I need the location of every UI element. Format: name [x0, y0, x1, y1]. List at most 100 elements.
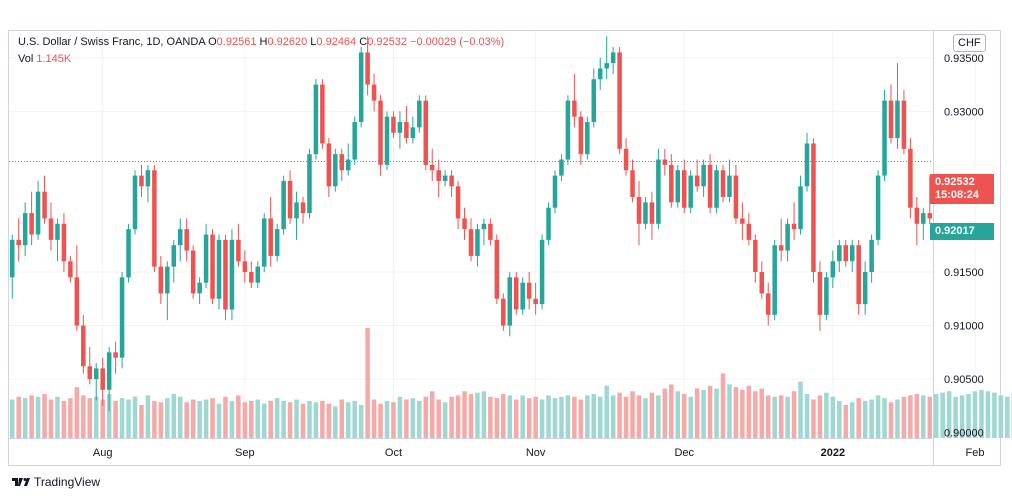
- volume-bar: [552, 398, 558, 438]
- price-axis[interactable]: 0.93500 0.93000 0.91500 0.91000 0.90500 0.900…: [933, 31, 984, 465]
- volume-bar: [223, 396, 228, 438]
- candle-body: [158, 266, 164, 294]
- candle-body: [636, 197, 642, 224]
- volume-bar: [384, 400, 390, 438]
- candle-body: [429, 164, 435, 171]
- volume-bar: [158, 402, 164, 438]
- candle-body: [714, 170, 719, 208]
- candle-body: [552, 175, 558, 208]
- candle-body: [604, 63, 609, 69]
- time-axis[interactable]: Aug Sep Oct Nov Dec 2022 Feb: [9, 438, 984, 460]
- candle-body: [93, 368, 99, 380]
- candle-body: [106, 352, 112, 390]
- ohlc-legend: U.S. Dollar / Swiss Franc, 1D, OANDA O0.…: [18, 36, 504, 48]
- volume-bar: [481, 391, 487, 438]
- volume-bar: [29, 395, 34, 438]
- candle-body: [261, 218, 267, 267]
- tradingview-brand[interactable]: TradingView: [12, 475, 100, 489]
- volume-bar: [404, 399, 409, 438]
- candle-body: [526, 282, 532, 299]
- volume-bar: [55, 396, 60, 438]
- currency-button[interactable]: CHF: [953, 34, 986, 52]
- candle-body: [901, 100, 907, 149]
- volume-bar: [753, 391, 758, 438]
- volume-bar: [804, 394, 810, 438]
- volume-bar: [727, 384, 732, 438]
- volume-bar: [68, 398, 73, 438]
- volume-bar: [578, 399, 584, 438]
- volume-bar: [675, 391, 681, 438]
- volume-bar: [216, 403, 222, 438]
- candle-body: [249, 271, 254, 283]
- candle-body: [165, 266, 170, 294]
- volume-bar: [81, 395, 86, 438]
- volume-bar: [921, 395, 926, 438]
- candle-body: [791, 223, 797, 230]
- candle-body: [798, 186, 803, 230]
- candle-body: [139, 175, 144, 187]
- close-value: 0.92532: [367, 36, 407, 48]
- volume-bar: [572, 396, 577, 438]
- volume-bar: [643, 398, 648, 438]
- volume-bar: [636, 395, 642, 438]
- candle-body: [707, 164, 713, 208]
- volume-bar: [707, 385, 713, 438]
- volume-bar: [985, 391, 991, 438]
- volume-bar: [22, 398, 28, 438]
- volume-value: 1.145K: [36, 53, 72, 65]
- candle-body: [365, 52, 370, 85]
- candle-body: [423, 100, 429, 165]
- candle-body: [921, 213, 926, 224]
- candle-body: [462, 218, 467, 230]
- candle-body: [546, 207, 551, 240]
- candle-body: [171, 245, 177, 267]
- candle-body: [22, 213, 28, 246]
- volume-bar: [694, 388, 700, 438]
- candle-body: [578, 116, 584, 155]
- candle-body: [132, 175, 138, 230]
- volume-bar: [210, 398, 215, 438]
- volume-bar: [869, 399, 874, 438]
- candle-body: [203, 234, 209, 283]
- volume-bar: [42, 394, 47, 438]
- volume-bar: [345, 402, 351, 438]
- volume-bar: [119, 398, 125, 438]
- candle-body: [623, 148, 629, 171]
- candle-body: [572, 100, 577, 117]
- volume-bar: [759, 388, 765, 438]
- volume-bar: [585, 395, 590, 438]
- volume-bar: [274, 398, 280, 438]
- volume-bar: [139, 405, 144, 438]
- volume-bar: [152, 400, 157, 438]
- volume-bar: [882, 398, 887, 438]
- volume-bars: [9, 328, 1012, 438]
- candle-body: [307, 154, 312, 214]
- volume-bar: [126, 399, 131, 438]
- volume-bar: [617, 392, 622, 438]
- volume-bar: [908, 395, 913, 438]
- candle-body: [727, 175, 732, 198]
- candle-body: [507, 277, 513, 326]
- volume-bar: [630, 391, 635, 438]
- candle-body: [294, 202, 299, 219]
- volume-bar: [513, 399, 519, 438]
- volume-bar: [992, 392, 997, 438]
- volume-bar: [378, 403, 383, 438]
- volume-bar: [798, 381, 803, 438]
- volume-bar: [740, 389, 745, 438]
- time-tick-label: Nov: [526, 447, 546, 459]
- volume-bar: [927, 396, 933, 438]
- candle-body: [927, 213, 933, 219]
- volume-bar: [255, 399, 261, 438]
- candle-body: [48, 218, 54, 240]
- volume-bar: [772, 396, 777, 438]
- volume-bar: [688, 396, 693, 438]
- candle-body: [733, 175, 739, 219]
- volume-bar: [901, 396, 907, 438]
- candle-body: [533, 298, 538, 305]
- price-tick-label: 0.91500: [944, 267, 984, 279]
- candle-body: [753, 239, 758, 272]
- candle-body: [100, 368, 105, 390]
- volume-bar: [9, 399, 15, 438]
